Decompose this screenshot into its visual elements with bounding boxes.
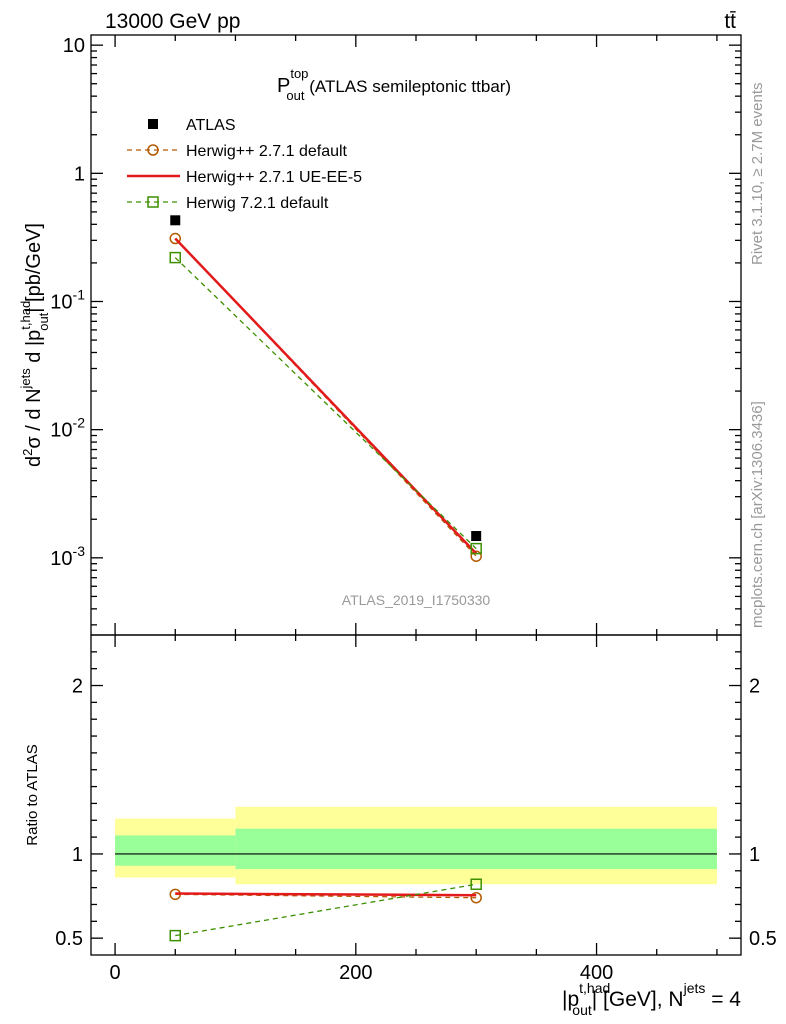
data-point-herwig-7-2-1-default <box>470 542 482 555</box>
ratio-y-tick-label-right: 0.5 <box>749 928 777 950</box>
main-y-ticks: 10-3 10-2 10-1 1 10 <box>50 35 741 626</box>
main-plot-panel: 10-3 10-2 10-1 1 10 Ptop out (ATLAS semilepto… <box>18 34 742 636</box>
ratio-band-stat <box>115 835 236 866</box>
x-axis-label: |pt,had out| [GeV], Njets = 4 <box>562 980 741 1018</box>
main-y-tick-label: 10-1 <box>50 286 85 313</box>
ratio-y-tick-label: 0.5 <box>55 928 83 950</box>
main-series <box>169 215 482 562</box>
data-point-herwig-2-7-1-default <box>470 550 482 562</box>
ratio-point-herwig-7-2-1-default <box>470 878 482 891</box>
legend-label-herwig-2-7-1-default: Herwig++ 2.7.1 default <box>186 143 348 160</box>
ratio-x-ticks: 0 200 400 <box>110 635 718 984</box>
main-y-tick-label: 10-2 <box>50 415 85 442</box>
ratio-y-tick-label: 1 <box>72 844 83 866</box>
mcplots-label: mcplots.cern.ch [arXiv:1306.3436] <box>749 401 766 628</box>
main-x-ticks <box>114 35 718 635</box>
legend-marker <box>147 196 159 208</box>
ratio-line-herwig-7-2-1-default <box>175 883 477 937</box>
rivet-label: Rivet 3.1.10, ≥ 2.7M events <box>749 83 766 266</box>
legend-label-herwig-2-7-1-ue-ee-5: Herwig++ 2.7.1 UE-EE-5 <box>186 169 362 186</box>
ratio-band-stat <box>235 828 717 870</box>
x-tick-label: 0 <box>110 962 121 984</box>
ratio-y-tick-label-right: 1 <box>749 844 760 866</box>
data-point-herwig-7-2-1-default <box>169 251 182 264</box>
ratio-y-ticks: 0.5 0.5 1 1 2 2 <box>55 651 777 950</box>
x-tick-label: 200 <box>339 962 372 984</box>
ratio-bands <box>115 806 717 885</box>
energy-label: 13000 GeV pp <box>105 10 240 33</box>
ratio-ylabel: Ratio to ATLAS <box>24 744 41 845</box>
legend-marker <box>148 119 158 129</box>
ratio-point-herwig-2-7-1-default <box>470 891 482 904</box>
plot-title: Ptop out (ATLAS semileptonic ttbar) <box>277 66 511 103</box>
legend-label-herwig-7-2-1-default: Herwig 7.2.1 default <box>186 195 329 212</box>
legend: ATLAS Herwig++ 2.7.1 default Herwig++ 2.7.… <box>127 117 362 212</box>
ratio-series <box>169 878 482 942</box>
main-y-tick-label: 10-3 <box>50 543 85 570</box>
main-ylabel: d2σ / d Njets d |pt,had out| [pb/GeV] <box>18 223 51 467</box>
analysis-id-label: ATLAS_2019_I1750330 <box>342 592 491 608</box>
series-line-herwig-7-2-1-default <box>174 257 477 550</box>
main-y-tick-label: 10 <box>63 35 85 57</box>
ratio-y-tick-label-right: 2 <box>749 676 760 698</box>
main-y-tick-label: 1 <box>74 163 85 185</box>
ratio-plot-panel: 0.5 0.5 1 1 2 2 0 200 400 Ratio to ATLAS <box>24 634 777 984</box>
data-point-atlas <box>471 531 482 542</box>
series-line-herwig-2-7-1-ue-ee-5 <box>174 237 478 555</box>
data-point-atlas <box>170 215 181 226</box>
ratio-y-tick-label: 2 <box>72 676 83 698</box>
process-label: tt̄ <box>724 10 736 33</box>
legend-label-atlas: ATLAS <box>186 117 236 134</box>
ratio-line-herwig-2-7-1-ue-ee-5 <box>175 892 477 897</box>
x-tick-label: 400 <box>580 962 613 984</box>
ratio-point-herwig-7-2-1-default <box>169 929 182 942</box>
ratio-plot-frame <box>90 634 742 956</box>
data-point-herwig-2-7-1-default <box>169 232 182 245</box>
legend-marker <box>147 144 159 156</box>
